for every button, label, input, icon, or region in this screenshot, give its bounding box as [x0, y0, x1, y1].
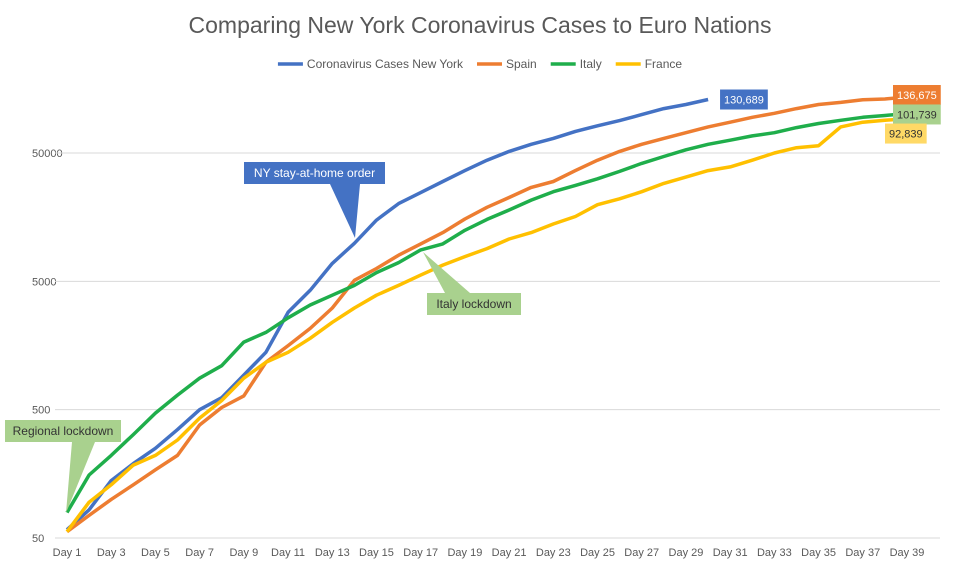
chart-title: Comparing New York Coronavirus Cases to … [189, 12, 772, 38]
callout-tail [423, 252, 470, 293]
y-tick-label: 50 [32, 533, 44, 545]
series-line [65, 116, 908, 533]
x-tick-label: Day 29 [669, 547, 704, 559]
x-tick-label: Day 17 [403, 547, 438, 559]
callout-tail [330, 184, 360, 238]
value-label: 101,739 [897, 109, 937, 121]
value-label-box [885, 123, 927, 144]
y-tick-label: 5000 [32, 276, 56, 288]
annotation: Regional lockdown [13, 424, 114, 438]
x-tick-label: Day 23 [536, 547, 571, 559]
annotation: Italy lockdown [436, 297, 511, 311]
callout-tail [66, 442, 95, 513]
series-line [65, 111, 908, 514]
callout-box [5, 420, 121, 442]
legend-label: Italy [580, 57, 602, 71]
x-tick-label: Day 31 [713, 547, 748, 559]
annotation: NY stay-at-home order [254, 166, 375, 180]
value-label-box [893, 104, 941, 125]
series-line [65, 97, 709, 532]
legend-label: France [645, 57, 683, 71]
legend-label: Spain [506, 57, 537, 71]
legend-label: Coronavirus Cases New York [307, 57, 464, 71]
value-label-box [893, 85, 941, 106]
x-tick-label: Day 15 [359, 547, 394, 559]
x-tick-label: Day 21 [492, 547, 527, 559]
value-label-box [720, 89, 768, 110]
value-label: 136,675 [897, 90, 937, 102]
x-tick-label: Day 7 [185, 547, 214, 559]
x-tick-label: Day 37 [845, 547, 880, 559]
series-line [65, 95, 908, 534]
x-tick-label: Day 33 [757, 547, 792, 559]
x-tick-label: Day 13 [315, 547, 350, 559]
y-tick-label: 500 [32, 405, 50, 417]
x-tick-label: Day 11 [271, 547, 305, 559]
x-tick-label: Day 19 [447, 547, 482, 559]
callout-box [427, 293, 521, 315]
x-tick-label: Day 9 [229, 547, 258, 559]
y-tick-label: 50000 [32, 148, 63, 160]
value-label: 92,839 [889, 128, 923, 140]
legend: Coronavirus Cases New York Spain Italy Fran… [277, 57, 683, 71]
x-tick-label: Day 5 [141, 547, 170, 559]
x-tick-label: Day 39 [890, 547, 925, 559]
x-tick-label: Day 25 [580, 547, 615, 559]
x-tick-label: Day 1 [53, 547, 82, 559]
value-label: 130,689 [724, 94, 764, 106]
callout-box [244, 162, 385, 184]
x-tick-label: Day 3 [97, 547, 126, 559]
x-tick-label: Day 27 [624, 547, 659, 559]
x-tick-label: Day 35 [801, 547, 836, 559]
